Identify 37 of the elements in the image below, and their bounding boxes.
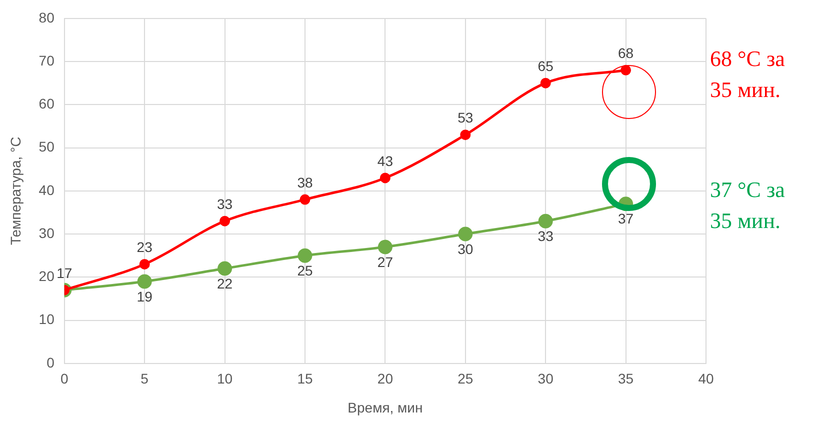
y-tick-label: 10 xyxy=(38,311,55,328)
x-tick-label: 20 xyxy=(377,370,394,387)
x-tick-label: 15 xyxy=(297,370,313,387)
data-label: 19 xyxy=(136,288,153,304)
y-tick-label: 80 xyxy=(38,9,55,26)
data-label: 33 xyxy=(538,228,554,244)
y-tick-label: 0 xyxy=(46,354,55,370)
x-tick-label: 40 xyxy=(698,370,714,387)
y-axis-title: Температура, °C xyxy=(7,136,24,246)
x-tick-label: 10 xyxy=(216,370,233,387)
x-tick-label: 5 xyxy=(140,370,149,387)
data-label: 23 xyxy=(136,239,153,256)
data-label: 37 xyxy=(618,210,634,227)
data-label: 65 xyxy=(538,58,554,74)
data-label: 27 xyxy=(377,254,394,270)
data-label: 43 xyxy=(377,152,394,169)
data-label: 25 xyxy=(297,262,313,278)
y-tick-label: 70 xyxy=(38,52,55,68)
y-tick-label: 50 xyxy=(38,138,55,155)
data-label: 33 xyxy=(216,196,233,212)
data-label: 38 xyxy=(297,174,313,190)
text: 68 °C за 35 мин. xyxy=(710,45,785,104)
y-tick-label: 40 xyxy=(38,182,55,198)
x-tick-label: 25 xyxy=(458,370,474,387)
y-tick-label: 20 xyxy=(38,268,55,284)
x-tick-label: 35 xyxy=(618,370,634,387)
data-label: 30 xyxy=(458,240,474,257)
data-label: 22 xyxy=(216,275,233,292)
data-label: 68 xyxy=(618,45,634,62)
y-tick-label: 60 xyxy=(38,96,55,112)
text: 37 °C за 35 мин. xyxy=(710,176,785,235)
data-label: 17 xyxy=(56,264,72,281)
data-label: 53 xyxy=(458,110,474,126)
x-axis-title: Время, мин xyxy=(348,399,423,416)
x-tick-label: 0 xyxy=(60,370,68,387)
y-tick-label: 30 xyxy=(38,224,55,241)
x-tick-label: 30 xyxy=(538,370,554,387)
